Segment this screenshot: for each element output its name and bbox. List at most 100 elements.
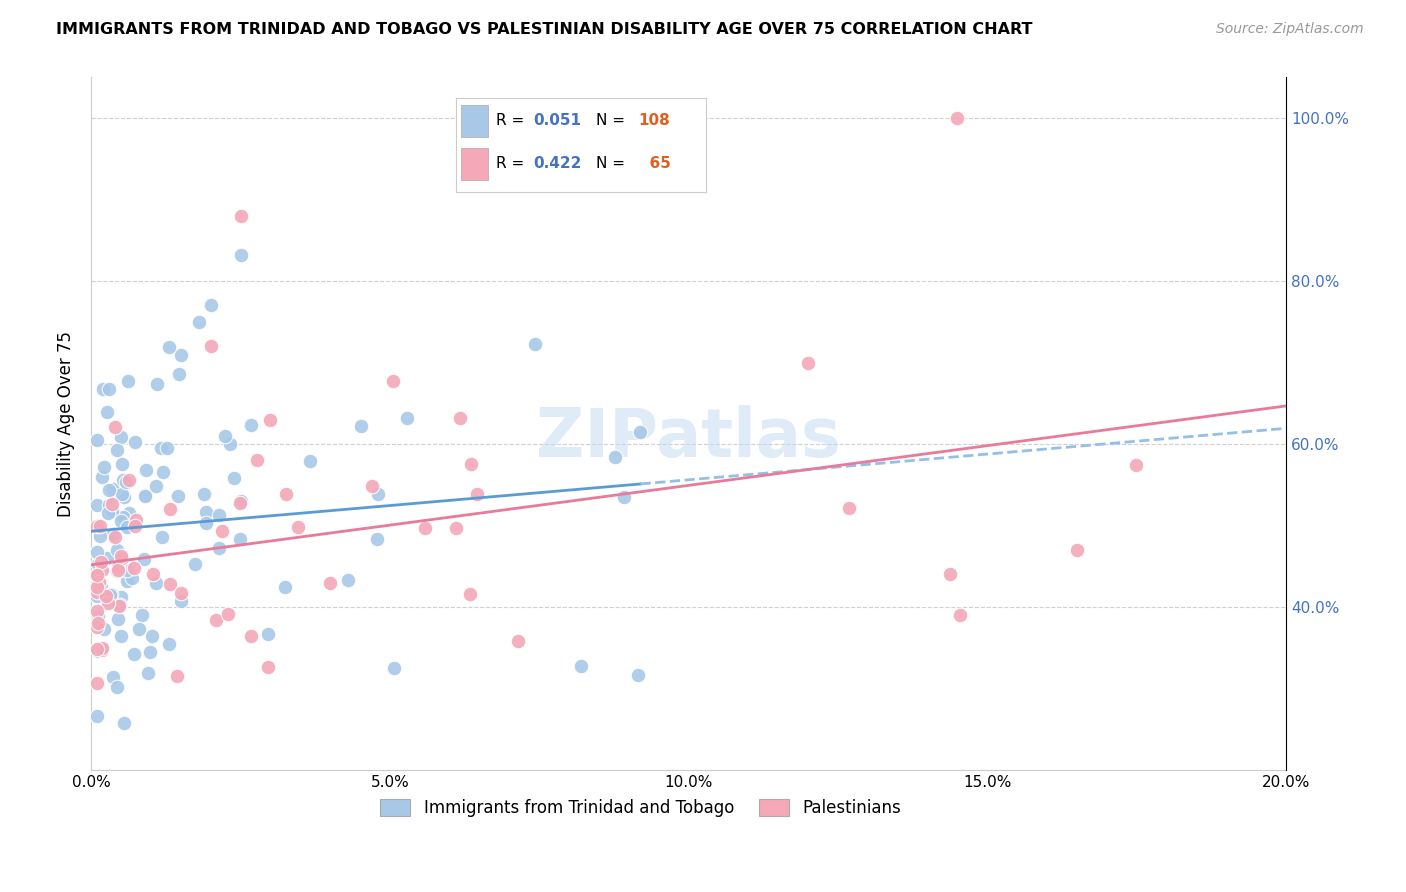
Point <box>91 470 114 484</box>
Point <box>465 486 488 500</box>
Point <box>211 524 233 538</box>
Point <box>86 589 108 603</box>
Point <box>239 629 262 643</box>
Point <box>134 489 156 503</box>
Point <box>259 412 281 426</box>
Y-axis label: Disability Age Over 75: Disability Age Over 75 <box>58 331 75 516</box>
Point <box>111 550 134 565</box>
Point <box>101 504 124 518</box>
Point <box>949 608 972 623</box>
Point <box>193 487 215 501</box>
Point <box>627 668 650 682</box>
Point <box>86 545 108 559</box>
Point <box>229 248 252 262</box>
Point <box>159 577 181 591</box>
Point <box>208 508 231 522</box>
Point <box>101 482 124 496</box>
Point <box>93 622 115 636</box>
Point <box>458 587 481 601</box>
Point <box>167 489 190 503</box>
Point <box>107 559 129 574</box>
Point <box>87 575 110 590</box>
Point <box>86 498 108 512</box>
Point <box>170 594 193 608</box>
Point <box>96 405 118 419</box>
Point <box>274 486 297 500</box>
Point <box>105 565 128 579</box>
Point <box>231 494 253 508</box>
Point <box>86 675 108 690</box>
Point <box>838 501 860 516</box>
Point <box>91 382 114 396</box>
Point <box>349 419 371 434</box>
Point <box>200 298 222 312</box>
Point <box>360 479 382 493</box>
Point <box>115 574 138 588</box>
Point <box>108 598 131 612</box>
Point <box>124 434 146 449</box>
Point <box>257 660 280 674</box>
Point <box>86 584 108 599</box>
Point <box>104 420 127 434</box>
Point <box>105 543 128 558</box>
Point <box>187 314 209 328</box>
Point <box>86 620 108 634</box>
Point <box>240 417 263 432</box>
Point <box>446 521 468 535</box>
Point <box>195 505 218 519</box>
Point <box>939 566 962 581</box>
Point <box>167 368 190 382</box>
Point <box>107 563 129 577</box>
Point <box>94 591 117 606</box>
Point <box>125 513 148 527</box>
Point <box>118 506 141 520</box>
Point <box>115 563 138 577</box>
Point <box>156 441 179 455</box>
Point <box>118 473 141 487</box>
Point <box>157 637 180 651</box>
Point <box>86 568 108 582</box>
Point <box>115 519 138 533</box>
Point <box>110 629 132 643</box>
Point <box>131 607 153 622</box>
Point <box>97 596 120 610</box>
Point <box>86 568 108 582</box>
Point <box>150 441 173 455</box>
Point <box>107 612 129 626</box>
Point <box>159 502 181 516</box>
Point <box>111 458 134 472</box>
Point <box>170 586 193 600</box>
Point <box>139 645 162 659</box>
Point <box>287 520 309 534</box>
Point <box>121 571 143 585</box>
Point <box>115 475 138 490</box>
Point <box>110 590 132 604</box>
Point <box>506 634 529 648</box>
Point <box>98 588 121 602</box>
Point <box>110 549 132 564</box>
Point <box>93 459 115 474</box>
Point <box>104 530 127 544</box>
Point <box>218 437 240 451</box>
Point <box>152 465 174 479</box>
Point <box>108 599 131 614</box>
Point <box>86 433 108 447</box>
Point <box>112 510 135 524</box>
Point <box>229 209 252 223</box>
Point <box>112 491 135 505</box>
Point <box>90 580 112 594</box>
Point <box>229 496 252 510</box>
Point <box>366 533 388 547</box>
Point <box>208 541 231 555</box>
Point <box>152 530 174 544</box>
Point <box>87 609 110 624</box>
Point <box>257 627 280 641</box>
Point <box>413 521 436 535</box>
Point <box>97 506 120 520</box>
Point <box>108 564 131 578</box>
Point <box>166 669 188 683</box>
Point <box>145 576 167 591</box>
Point <box>101 497 124 511</box>
Point <box>117 374 139 388</box>
Point <box>98 499 121 513</box>
